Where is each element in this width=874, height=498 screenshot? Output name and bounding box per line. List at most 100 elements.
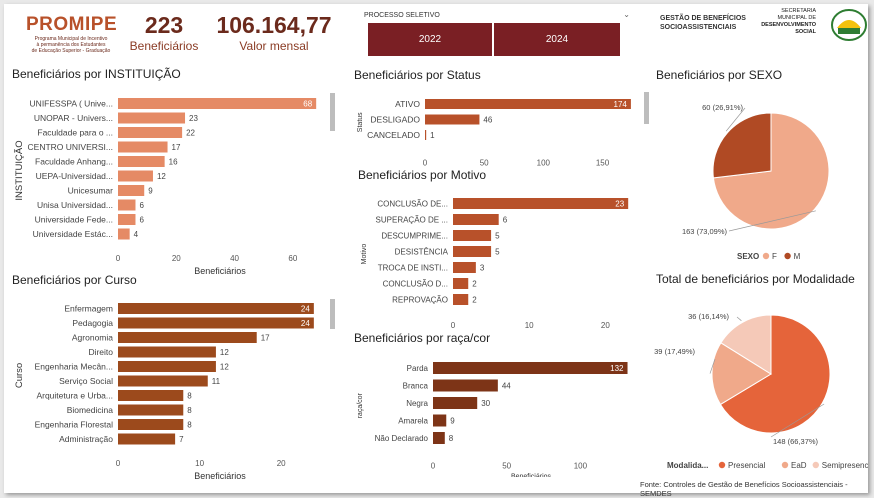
pie-slice (719, 314, 831, 434)
leader-line (709, 358, 716, 374)
status-scrollbar[interactable] (644, 92, 649, 124)
legend-label: M (794, 252, 801, 261)
category-label: Universidade Fede... (35, 215, 113, 225)
bar (118, 361, 216, 372)
bar (118, 214, 136, 225)
data-label: 2 (472, 296, 477, 305)
data-label: 5 (495, 232, 500, 241)
gestao-line-2: SOCIOASSISTENCIAIS (660, 24, 737, 31)
category-label: CANCELADO (367, 130, 420, 140)
category-label: SUPERAÇÃO DE ... (376, 216, 448, 225)
data-label: 17 (172, 143, 181, 152)
category-label: Amarela (398, 417, 428, 426)
chart-raca: raça/cor Parda 132 Branca 44 Negra 30 Amarela 9 N… (357, 362, 628, 478)
bar (433, 397, 478, 409)
category-label: Pedagogia (72, 318, 113, 328)
category-label: Administração (59, 434, 113, 444)
promipe-logo-subtitle-1: Programa Municipal de Incentivo (34, 36, 108, 42)
bar (453, 294, 469, 305)
semdes-logo: SECRETARIA MUNICIPAL DE DESENVOLVIMENTO … (760, 8, 816, 36)
gestao-beneficios-logo: GESTÃO DE BENEFÍCIOS SOCIOASSISTENCIAIS (660, 14, 750, 32)
panel-title-raca: Beneficiários por raça/cor (354, 331, 491, 345)
category-label: Engenharia Mecân... (35, 362, 113, 372)
data-label: 7 (179, 435, 184, 444)
promipe-logo-subtitle-2: à permanência dos Estudantes (36, 42, 106, 48)
bar (118, 419, 184, 430)
y-axis-title: Curso (14, 363, 25, 388)
category-label: Branca (403, 382, 429, 391)
y-axis-title: INSTITUIÇÃO (14, 140, 25, 200)
footer-source: Fonte: Controles de Gestão de Benefícios… (640, 480, 848, 498)
bar (425, 99, 631, 109)
x-tick-label: 0 (116, 459, 121, 468)
legend-label: F (772, 252, 777, 261)
bar (118, 141, 168, 153)
bar (453, 262, 476, 273)
data-label: 6 (139, 201, 144, 210)
category-label: Agronomia (72, 333, 113, 343)
data-label: 12 (157, 172, 166, 181)
legend-marker (781, 461, 789, 469)
data-label: 39 (17,49%) (654, 347, 695, 356)
chart-curso: Curso Enfermagem 24 Pedagogia 24 Agronomia 17 D… (14, 303, 314, 479)
category-label: UNIFESSPA ( Unive... (30, 99, 113, 109)
year-button-2022[interactable]: 2022 (368, 23, 492, 56)
chart-status: Status ATIVO 174 DESLIGADO 46 CANCELADO 1 0 50 10… (357, 99, 631, 167)
panel-title-instituicao: Beneficiários por INSTITUIÇÃO (12, 67, 181, 81)
leader-line (725, 107, 746, 132)
x-axis-title: Beneficiários (511, 474, 552, 478)
bar (118, 127, 183, 138)
y-axis-title: Motivo (361, 244, 368, 265)
pie-slice (720, 314, 772, 375)
data-label: 9 (148, 187, 153, 196)
category-label: Negra (406, 399, 428, 408)
data-label: 11 (212, 377, 221, 386)
legend-marker (762, 252, 770, 260)
category-label: Engenharia Florestal (35, 420, 114, 430)
panel-title-sexo: Beneficiários por SEXO (656, 68, 783, 82)
bar (118, 317, 314, 329)
category-label: Arquitetura e Urba... (36, 391, 113, 401)
chart-sexo: 163 (73,09%) 60 (26,91%) SEXO F M (682, 103, 830, 261)
bar (118, 390, 184, 401)
panel-title-motivo: Beneficiários por Motivo (358, 168, 487, 182)
category-label: DESISTÊNCIA (395, 248, 449, 257)
bar (118, 228, 130, 240)
category-label: Unicesumar (68, 186, 114, 196)
bar (453, 198, 629, 209)
year-button-2024[interactable]: 2024 (494, 23, 620, 56)
instituicao-scrollbar[interactable] (330, 93, 335, 131)
legend-marker (812, 461, 819, 469)
category-label: Faculdade Anhang... (35, 157, 113, 167)
x-tick-label: 60 (288, 254, 297, 263)
data-label: 12 (220, 348, 229, 357)
data-label: 8 (187, 406, 192, 415)
legend-marker (784, 252, 791, 260)
curso-scrollbar[interactable] (330, 299, 335, 329)
panel-title-curso: Beneficiários por Curso (12, 273, 137, 287)
x-tick-label: 0 (451, 321, 456, 330)
category-label: Unisa Universidad... (37, 200, 113, 210)
bar (118, 170, 153, 182)
panel-title-modalidade: Total de beneficiários por Modalidade (656, 272, 855, 286)
x-tick-label: 150 (596, 159, 610, 167)
data-label: 4 (134, 230, 139, 239)
legend-label: Semipresencial (822, 461, 868, 470)
category-label: UEPA-Universidad... (36, 171, 113, 181)
data-label: 6 (503, 216, 508, 225)
chevron-down-icon[interactable]: ⌄ (623, 10, 630, 19)
bar (118, 404, 184, 416)
category-label: Faculdade para o ... (37, 128, 113, 138)
data-label: 12 (220, 363, 229, 372)
panel-title-status: Beneficiários por Status (354, 68, 481, 82)
category-label: Biomedicina (67, 405, 114, 415)
data-label: 148 (66,37%) (773, 437, 819, 446)
bar (118, 332, 257, 343)
data-label: 1 (430, 131, 435, 140)
category-label: DESLIGADO (370, 115, 420, 125)
data-label: 23 (615, 200, 624, 209)
bar (453, 278, 469, 289)
gestao-line-1: GESTÃO DE BENEFÍCIOS (660, 15, 746, 22)
data-label: 3 (480, 264, 485, 273)
